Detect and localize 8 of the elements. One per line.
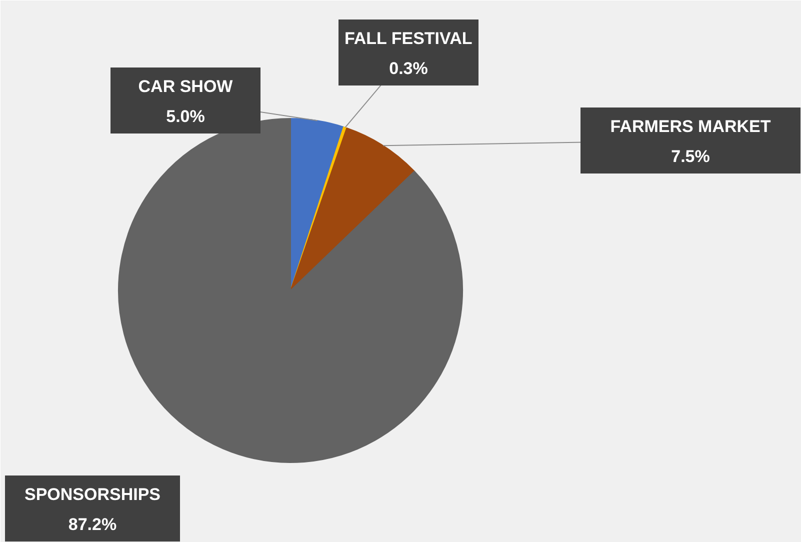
- data-label: 5.0%: [166, 107, 205, 126]
- slice-label: FALL FESTIVAL: [344, 29, 472, 48]
- slice-label: FARMERS MARKET: [610, 117, 772, 136]
- slice-label: CAR SHOW: [138, 77, 234, 96]
- data-label: 87.2%: [68, 515, 117, 534]
- data-label: 0.3%: [389, 59, 428, 78]
- slice-label: SPONSORSHIPS: [24, 485, 161, 504]
- data-label: 7.5%: [671, 147, 710, 166]
